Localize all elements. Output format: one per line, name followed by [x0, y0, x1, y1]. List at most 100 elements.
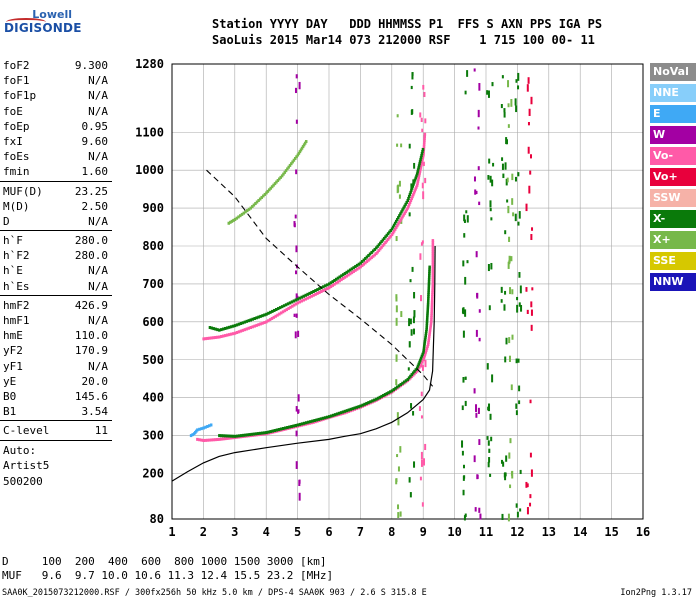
echo-point [401, 215, 404, 219]
echo-point [373, 398, 376, 402]
echo-point [231, 324, 235, 328]
echo-point [422, 153, 425, 157]
echo-point [302, 421, 306, 425]
footer-muf-line: MUF 9.6 9.7 10.0 10.6 11.3 12.4 15.5 23.… [2, 569, 334, 582]
noise-speck [515, 79, 518, 83]
logo-swoosh-icon [6, 18, 46, 26]
echo-point [283, 309, 287, 313]
noise-speck [502, 173, 505, 179]
echo-point [325, 415, 329, 419]
noise-speck [409, 492, 412, 498]
noise-speck [503, 304, 506, 311]
legend-item-x-: X+ [650, 231, 696, 249]
echo-point [411, 184, 415, 188]
x-tick-label: 3 [231, 525, 238, 539]
param-name: M(D) [3, 199, 30, 213]
echo-point [214, 327, 217, 331]
x-tick-label: 4 [263, 525, 270, 539]
echo-point [280, 174, 284, 178]
echo-point [431, 249, 435, 253]
echo-point [312, 293, 315, 297]
echo-point [426, 299, 430, 303]
x-tick-label: 2 [200, 525, 207, 539]
param-value: 9.300 [74, 59, 108, 72]
echo-point [404, 379, 408, 383]
station-header: Station YYYY DAY DDD HHMMSS P1 FFS S AXN… [212, 16, 602, 48]
echo-point [223, 334, 227, 338]
noise-speck [420, 451, 423, 460]
echo-point [276, 307, 280, 311]
echo-point [431, 267, 435, 271]
noise-speck [295, 169, 298, 175]
noise-speck [516, 296, 519, 301]
echo-point [297, 151, 301, 155]
echo-point [237, 434, 241, 438]
y-tick-label: 200 [142, 467, 164, 481]
echo-point [324, 284, 327, 288]
noise-speck [475, 251, 478, 258]
echo-point [333, 413, 337, 417]
echo-point [208, 424, 211, 428]
echo-point [216, 335, 219, 339]
echo-point [230, 219, 234, 223]
echo-point [225, 436, 229, 440]
echo-point [293, 156, 297, 160]
echo-point [403, 204, 406, 208]
noise-speck [515, 410, 518, 416]
echo-point [426, 307, 430, 311]
noise-speck [461, 405, 464, 411]
noise-speck [412, 316, 415, 324]
noise-speck [487, 264, 490, 272]
echo-point [422, 356, 426, 360]
echo-point [357, 262, 361, 266]
echo-point [208, 336, 211, 340]
echo-point [229, 325, 233, 329]
noise-speck [518, 302, 521, 307]
echo-point [416, 179, 420, 183]
echo-point [399, 218, 402, 222]
echo-point [306, 422, 309, 426]
noise-speck [399, 511, 402, 517]
echo-point [394, 386, 397, 390]
echo-point [233, 324, 237, 328]
echo-point [317, 417, 321, 421]
echo-point [273, 308, 276, 312]
echo-point [241, 321, 245, 325]
echo-point [277, 428, 281, 432]
echo-point [413, 372, 416, 376]
echo-point [300, 295, 304, 299]
echo-point [237, 330, 241, 334]
echo-point [411, 373, 415, 377]
echo-point [424, 334, 427, 338]
echo-point [283, 170, 287, 174]
echo-point [310, 290, 313, 294]
param-name: foF1 [3, 74, 30, 88]
echo-point [431, 271, 435, 275]
echo-point [368, 257, 372, 261]
echo-point [424, 332, 428, 336]
echo-point [426, 305, 430, 309]
echo-point [396, 224, 399, 228]
noise-speck [398, 194, 401, 199]
echo-point [408, 202, 411, 206]
echo-point [426, 344, 429, 348]
echo-point [292, 299, 296, 303]
noise-speck [525, 203, 528, 212]
echo-point [326, 283, 329, 287]
echo-point [421, 352, 424, 356]
noise-speck [501, 513, 504, 521]
noise-speck [413, 310, 416, 318]
noise-speck [507, 513, 510, 522]
noise-speck [527, 146, 530, 154]
echo-point [261, 321, 264, 325]
echo-point [425, 321, 429, 325]
noise-speck [463, 515, 466, 521]
echo-point [352, 269, 355, 273]
noise-speck [462, 464, 465, 469]
echo-point [431, 295, 434, 299]
echo-point [419, 358, 422, 362]
noise-speck [505, 337, 508, 345]
noise-speck [293, 313, 296, 317]
param-name: foEp [3, 119, 30, 133]
echo-point [296, 153, 300, 157]
